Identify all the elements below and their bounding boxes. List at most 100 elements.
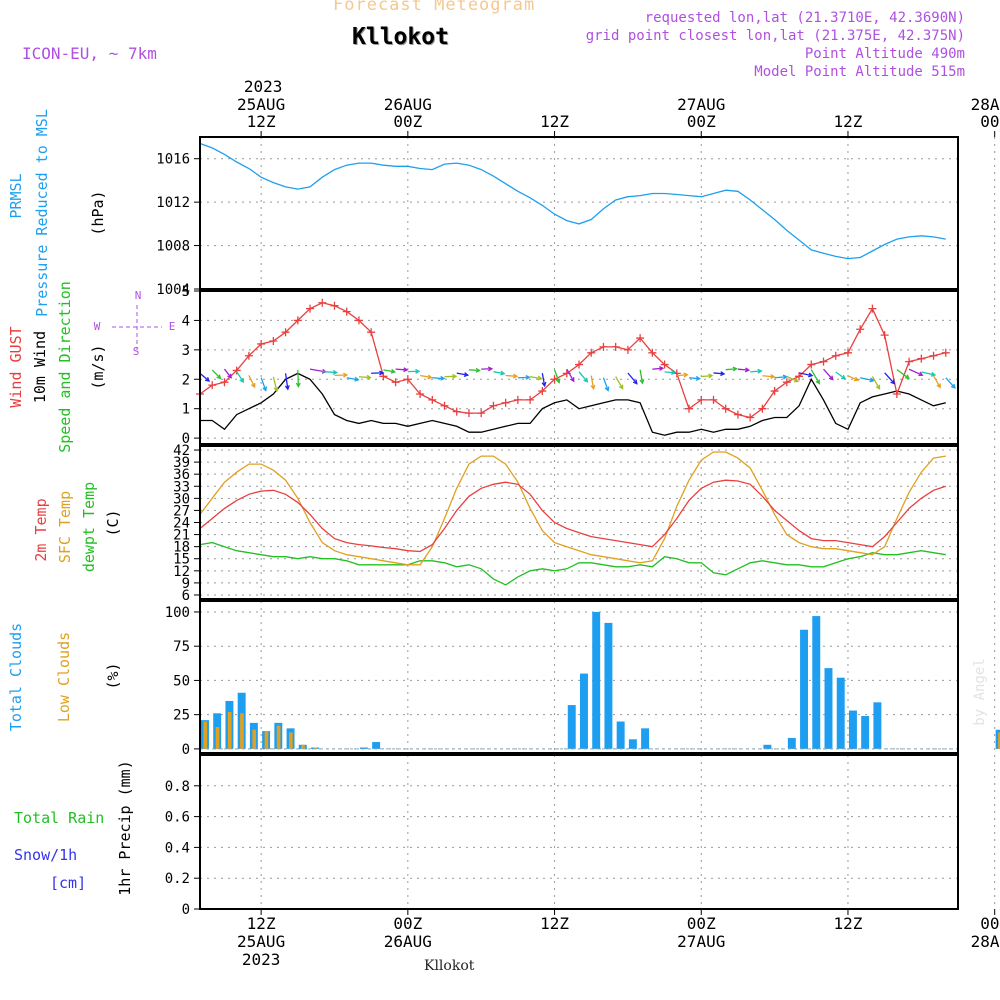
gust-marker [587,348,596,357]
gust-marker [807,360,816,369]
wind-arrow-head [284,385,290,391]
wind-arrow-head [512,373,519,379]
temp-tick-label: 36 [173,467,190,483]
wind-direction-arrow [762,375,775,378]
pressure-line [199,142,946,260]
wind-10m-label: 10m Wind [31,331,49,403]
wind-arrow-head [555,378,561,384]
wind-direction-arrow [688,377,700,380]
wind-arrow-head [525,374,531,380]
low-cloud-bar [227,711,232,749]
wind-direction-arrow [810,369,820,384]
wind-arrow-head [782,374,789,380]
wind-arrow-head [869,377,875,383]
low-cloud-bar [252,729,257,749]
snow-unit-label: [cm] [50,874,86,892]
gust-marker [416,389,425,398]
gust-marker [281,328,290,337]
requested-coords: requested lon,lat (21.3710E, 42.3690N) [644,10,965,26]
cloud-tick-label: 0 [182,742,190,758]
precip-axis-label: 1hr Precip (mm) [116,760,134,895]
wind-arrow-head [683,372,689,378]
wind-arrow-head [618,384,624,390]
wind-arrow-head [354,376,360,382]
wind-arrow-head [744,367,751,373]
gust-marker [306,304,315,313]
wind-direction-arrow [860,377,874,382]
wind-direction-arrow [713,372,725,375]
total-cloud-bar [861,716,870,749]
total-cloud-bar [616,721,625,749]
gust-marker [782,378,791,387]
footer-location: Kllokot [424,958,475,974]
wind-direction-arrow [248,375,256,388]
temp-tick-label: 39 [173,455,190,471]
gust-marker [428,395,437,404]
compass-cross [112,305,162,350]
wind-arrow-head [757,368,763,374]
bottom-time-label: 12Z [834,914,863,933]
gust-marker [452,407,461,416]
wind-arrow-head [541,381,547,388]
point-altitude: Point Altitude 490m [804,46,965,62]
gust-marker [526,395,535,404]
compass-s: S [133,345,140,358]
wind-arrow-head [440,375,446,381]
wind-tick-label: 2 [182,372,190,388]
wind-direction-arrow [590,375,595,389]
cloud-unit: (%) [104,662,122,689]
temp-2m-label: 2m Temp [32,498,50,561]
low-cloud-bar [289,732,293,749]
temp-dewpt-label: dewpt Temp [80,482,98,572]
total-cloud-bar [836,677,845,749]
wind-arrow-head [936,383,941,389]
pressure-label-1: PRMSL [7,173,25,218]
gust-marker [575,360,583,369]
gridpoint-coords: grid point closest lon,lat (21.375E, 42.… [585,28,965,44]
wind-direction-arrow [358,376,371,379]
wind-direction-arrow [652,367,663,370]
gust-marker [354,316,363,325]
wind-arrow-head [950,383,956,389]
gust-marker [489,401,498,410]
total-cloud-bar [763,744,772,749]
wind-direction-arrow [297,369,300,387]
wind-tick-label: 1 [182,402,190,418]
total-cloud-bar [787,737,796,749]
wind-direction-arrow [236,371,244,383]
top-time-label: 26AUG [384,95,432,114]
wind-arrow-head [366,374,372,380]
top-time-label: 12Z [540,112,569,131]
gust-marker [232,366,241,375]
gust-marker [599,342,608,351]
top-time-label: 25AUG [237,95,285,114]
t2m-line [199,479,947,553]
precip-tick-label: 0.6 [165,810,190,826]
top-time-label: 12Z [834,112,863,131]
gust-marker [269,337,278,346]
top-time-label: 00Z [393,112,422,131]
wind-tick-label: 0 [182,431,190,447]
precip-tick-label: 0.4 [165,840,190,856]
gust-marker [795,372,804,381]
wind-unit: (m/s) [89,344,107,389]
wind-arrow-head [670,369,677,375]
wind-direction-arrow [615,376,624,389]
total-cloud-bar [873,702,882,749]
wind-direction-arrow [211,369,221,379]
pressure-label-2: Pressure Reduced to MSL [33,109,51,317]
cloud-tick-label: 25 [173,708,190,724]
wind-direction-arrow [223,368,232,379]
total-cloud-bar [567,705,576,749]
wind-arrow-head [500,370,506,376]
wind-arrow-head [708,373,714,379]
pressure-tick-label: 1004 [156,282,190,298]
panel-frame-temp [199,445,959,600]
cloud-tick-label: 50 [173,673,190,689]
wind-direction-arrow [260,377,267,391]
gust-marker [477,409,486,418]
temp-tick-label: 18 [173,540,190,556]
rain-legend-label: Total Rain [14,809,104,827]
gust-marker [905,357,914,366]
